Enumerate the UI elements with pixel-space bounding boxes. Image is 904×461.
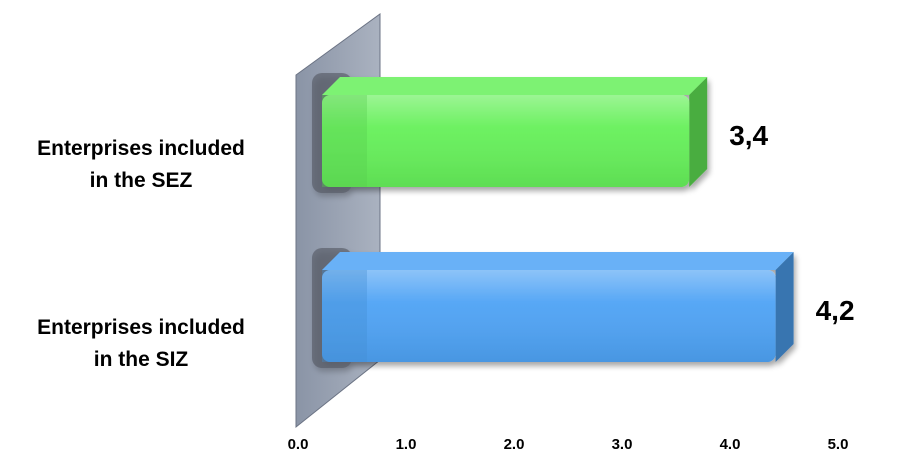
category-label: Enterprises included [37,316,245,339]
x-tick-label: 3.0 [612,436,633,453]
bar-sheen [322,270,776,362]
data-label: 4,2 [816,295,855,326]
bar-sheen [322,95,690,187]
bar-side-face [689,77,708,187]
bar-top-face [322,77,708,95]
bar-side-face [775,252,794,362]
x-tick-label: 1.0 [396,436,417,453]
bar-1 [312,73,708,193]
labels-group: 3,4 Enterprises included in the SEZ 4,2 Ente… [37,120,854,453]
bar-wall-overlap [322,95,367,187]
bar-top-face [322,252,794,270]
bar-2 [312,248,794,368]
data-label: 3,4 [729,120,768,151]
x-tick-label: 0.0 [288,436,309,453]
category-label: Enterprises included [37,137,245,160]
category-label: in the SEZ [90,169,193,192]
bar-wall-overlap [322,270,367,362]
x-tick-label: 4.0 [720,436,741,453]
bars-group [312,73,794,368]
x-tick-label: 5.0 [828,436,849,453]
x-tick-label: 2.0 [504,436,525,453]
category-label: in the SIZ [94,348,189,371]
